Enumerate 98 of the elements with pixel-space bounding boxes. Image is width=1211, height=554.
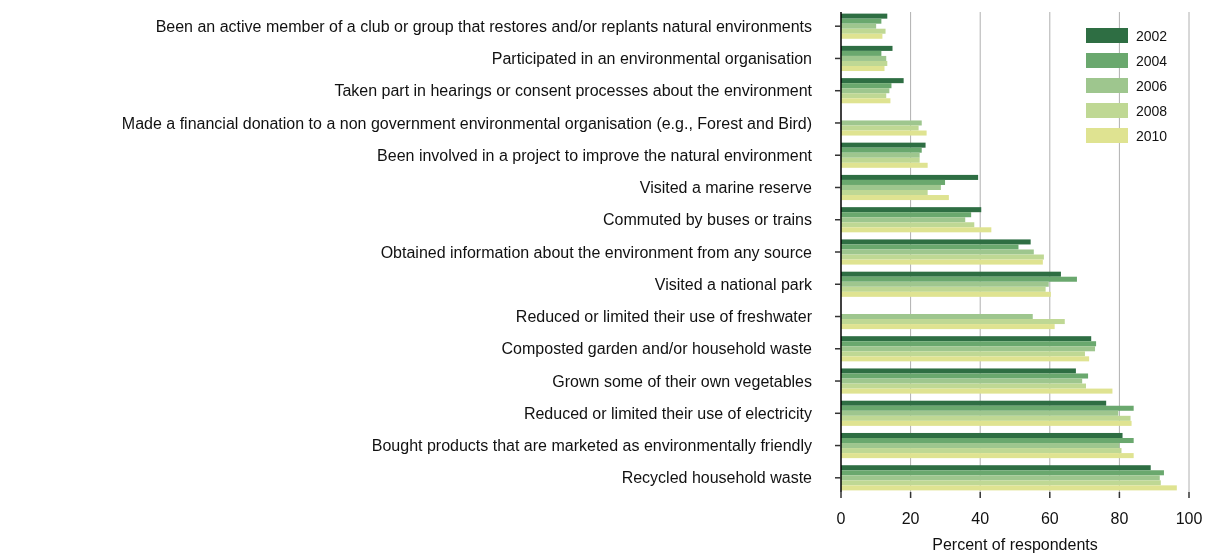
legend-label: 2002	[1136, 27, 1168, 44]
bar	[841, 45, 893, 51]
bar	[841, 368, 1076, 374]
bar	[841, 356, 1090, 362]
y-tick-label: Been an active member of a club or group that restores and/or replants natural environments	[155, 17, 812, 35]
y-tick-label: Made a financial donation to a non government environmental organisation (e.g., Forest and Bird)	[121, 114, 812, 132]
y-tick-label: Visited a national park	[654, 275, 813, 293]
bar	[841, 388, 1113, 394]
bar	[841, 373, 1089, 379]
y-tick-label: Reduced or limited their use of electricity	[523, 404, 812, 422]
bar	[841, 179, 946, 185]
bar	[841, 480, 1161, 486]
bar	[841, 341, 1097, 347]
bar	[841, 222, 975, 228]
x-tick-label: 20	[901, 510, 920, 527]
bar	[841, 415, 1131, 421]
bar	[841, 152, 920, 158]
bar	[841, 93, 887, 99]
bar	[841, 291, 1051, 297]
bar	[841, 276, 1077, 282]
y-tick-label: Grown some of their own vegetables	[552, 372, 812, 390]
y-tick-label: Commuted by buses or trains	[603, 211, 812, 229]
bar	[841, 66, 885, 72]
bar	[841, 346, 1096, 352]
y-tick-label: Composted garden and/or household waste	[501, 340, 813, 358]
bar	[841, 319, 1065, 325]
bar	[841, 120, 922, 126]
bar	[841, 271, 1061, 277]
bar	[841, 405, 1134, 411]
bar	[841, 227, 992, 233]
y-tick-label: Reduced or limited their use of freshwater	[515, 308, 813, 326]
bar	[841, 410, 1119, 416]
y-tick-label: Recycled household waste	[621, 469, 813, 487]
x-tick-label: 60	[1040, 510, 1059, 527]
x-axis-title: Percent of respondents	[932, 536, 1098, 553]
bar	[841, 432, 1123, 438]
bar	[841, 383, 1086, 389]
bar	[841, 465, 1151, 471]
y-tick-label: Participated in an environmental organisation	[491, 50, 812, 68]
bar	[841, 259, 1043, 265]
bar	[841, 130, 927, 136]
bar	[841, 485, 1177, 491]
bar	[841, 207, 982, 213]
bar	[841, 249, 1034, 255]
bar	[841, 28, 886, 34]
x-tick-label: 0	[836, 510, 846, 527]
x-tick-label: 80	[1110, 510, 1129, 527]
bar	[841, 378, 1083, 384]
bar	[841, 83, 892, 89]
bar	[841, 98, 891, 104]
bar	[841, 157, 920, 163]
bar	[841, 314, 1033, 320]
bar	[841, 18, 882, 24]
bar	[841, 324, 1055, 330]
y-tick-label: Visited a marine reserve	[639, 179, 813, 197]
x-tick-label: 40	[971, 510, 990, 527]
bar	[841, 217, 966, 223]
bar	[841, 443, 1120, 449]
bar	[841, 438, 1134, 444]
bar	[841, 281, 1049, 287]
y-tick-label: Bought products that are marketed as environmentally friendly	[371, 437, 812, 455]
bar	[841, 88, 890, 94]
y-tick-label: Taken part in hearings or consent processes about the environment	[334, 82, 813, 100]
bar	[841, 174, 979, 180]
bar	[841, 448, 1122, 454]
bar	[841, 142, 926, 148]
y-tick-label: Been involved in a project to improve the natural environment	[377, 146, 813, 164]
bar	[841, 212, 972, 218]
bar	[841, 78, 904, 84]
bar	[841, 453, 1134, 459]
legend-label: 2008	[1136, 102, 1168, 119]
bar	[841, 351, 1085, 357]
legend-label: 2004	[1136, 52, 1168, 69]
bar	[841, 470, 1164, 476]
bar	[841, 184, 941, 190]
bar	[841, 336, 1092, 342]
y-tick-label: Obtained information about the environment from any source	[380, 243, 813, 261]
legend-label: 2006	[1136, 77, 1168, 94]
bar	[841, 147, 922, 153]
legend-label: 2010	[1136, 127, 1168, 144]
bar	[841, 254, 1044, 260]
bar	[841, 244, 1019, 250]
bar	[841, 55, 887, 61]
bar	[841, 475, 1160, 481]
bar	[841, 50, 882, 56]
bar	[841, 60, 888, 66]
bar	[841, 33, 883, 39]
bar	[841, 195, 949, 201]
bar	[841, 125, 919, 131]
bar	[841, 162, 928, 168]
bar	[841, 420, 1132, 426]
x-tick-label: 100	[1175, 510, 1203, 527]
bar	[841, 400, 1107, 406]
bar	[841, 23, 877, 29]
bar	[841, 286, 1046, 292]
bar	[841, 239, 1031, 245]
bar	[841, 13, 888, 19]
bar	[841, 190, 928, 196]
